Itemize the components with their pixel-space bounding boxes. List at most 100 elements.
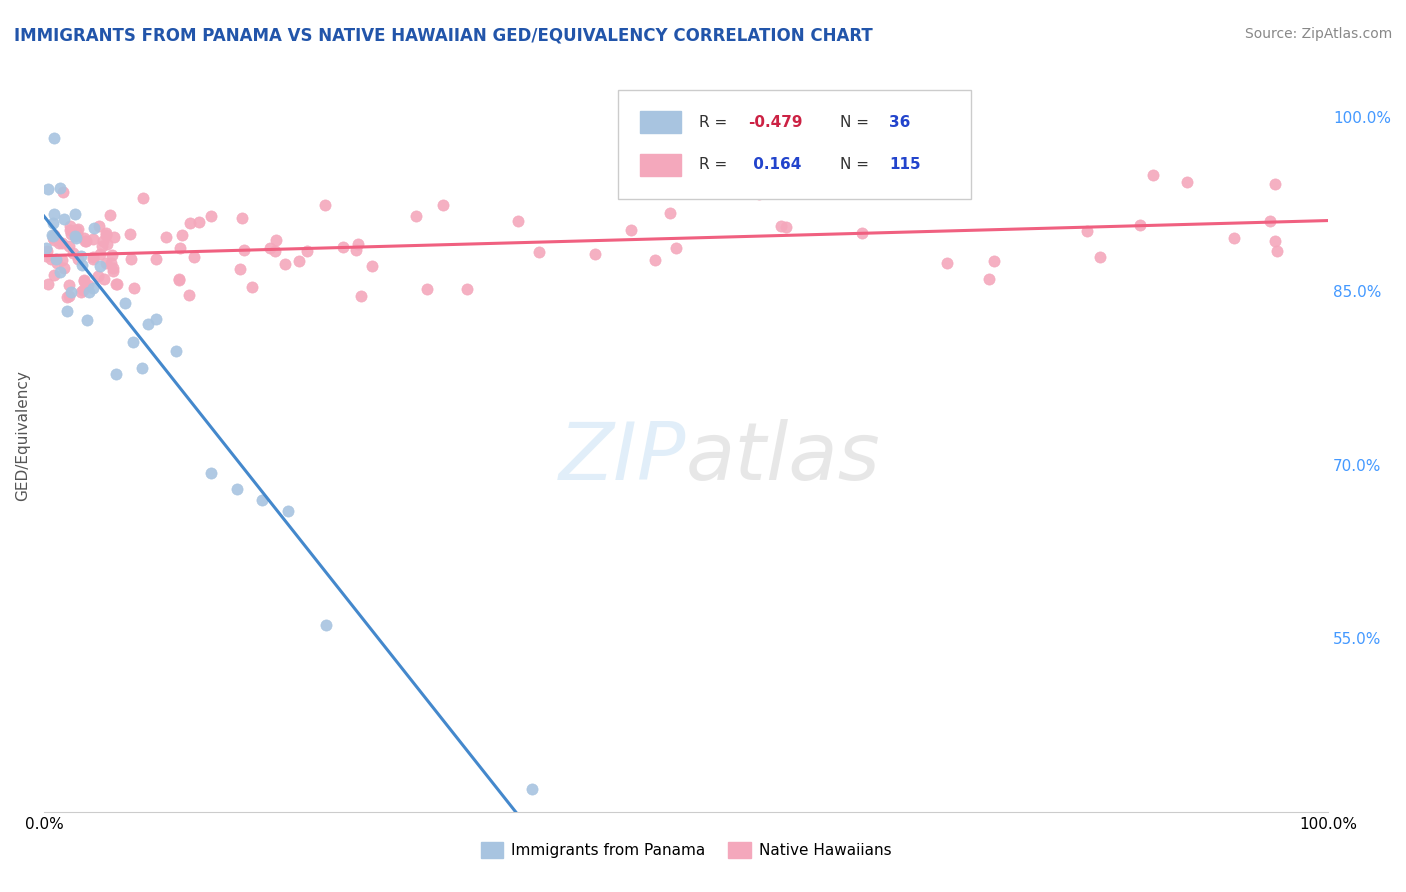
Point: [104, 367, 127, 381]
Point: [100, 208, 122, 222]
Point: [44, 233, 66, 247]
Point: [1264, 235, 1286, 249]
Point: [508, 214, 530, 228]
Point: [240, 280, 263, 294]
Point: [250, 492, 273, 507]
Point: [35, 244, 58, 259]
Point: [42, 229, 65, 244]
Bar: [640, 153, 681, 177]
Point: [51, 236, 73, 251]
Point: [264, 244, 287, 258]
Point: [405, 210, 427, 224]
Point: [136, 317, 159, 331]
Point: [96, 227, 118, 242]
Point: [82, 280, 104, 294]
Point: [232, 244, 254, 258]
Point: [145, 252, 167, 266]
Point: [58, 289, 80, 303]
Point: [1088, 250, 1111, 264]
Point: [91, 239, 114, 253]
Point: [527, 245, 550, 260]
Point: [59, 227, 82, 241]
Text: -0.479: -0.479: [748, 114, 803, 129]
Point: [350, 289, 373, 303]
Point: [73, 234, 96, 248]
Point: [70, 259, 93, 273]
Point: [225, 482, 247, 496]
Text: Source: ZipAtlas.com: Source: ZipAtlas.com: [1244, 27, 1392, 41]
Point: [96, 236, 118, 251]
Point: [44, 207, 66, 221]
Point: [42, 268, 65, 282]
Point: [748, 187, 770, 202]
Point: [200, 466, 222, 480]
Point: [66, 221, 89, 235]
Point: [65, 207, 87, 221]
Point: [48, 235, 70, 250]
Point: [58, 277, 80, 292]
Point: [229, 261, 252, 276]
Point: [583, 246, 606, 260]
Point: [69, 249, 91, 263]
Text: N =: N =: [841, 114, 875, 129]
Point: [200, 210, 222, 224]
Point: [101, 264, 124, 278]
Point: [56, 304, 79, 318]
Point: [41, 227, 63, 242]
Text: 0.164: 0.164: [748, 157, 801, 172]
Point: [82, 252, 104, 267]
Point: [46, 255, 69, 269]
Point: [51, 185, 73, 199]
Point: [120, 252, 142, 266]
Text: ZIP: ZIP: [558, 419, 686, 498]
Point: [165, 344, 187, 359]
Point: [1258, 214, 1281, 228]
Point: [101, 248, 124, 262]
Point: [63, 228, 86, 243]
Point: [35, 242, 58, 256]
Point: [103, 230, 125, 244]
Text: 36: 36: [889, 114, 910, 129]
Point: [344, 244, 367, 258]
Point: [169, 241, 191, 255]
Point: [89, 259, 111, 273]
Point: [851, 226, 873, 240]
Text: R =: R =: [699, 157, 733, 172]
Point: [101, 261, 124, 276]
Point: [118, 227, 141, 241]
Point: [145, 311, 167, 326]
Point: [56, 290, 79, 304]
Point: [769, 219, 792, 233]
Point: [82, 232, 104, 246]
Point: [104, 277, 127, 291]
Point: [42, 231, 65, 245]
Point: [72, 283, 94, 297]
Point: [37, 277, 59, 291]
Point: [277, 504, 299, 518]
Point: [70, 285, 93, 299]
Point: [89, 219, 111, 234]
Point: [82, 250, 104, 264]
Point: [179, 216, 201, 230]
Point: [73, 274, 96, 288]
Point: [314, 198, 336, 212]
Point: [259, 241, 281, 255]
Point: [44, 131, 66, 145]
FancyBboxPatch shape: [619, 90, 972, 199]
Point: [177, 288, 200, 302]
Point: [37, 182, 59, 196]
Point: [39, 252, 62, 267]
Point: [114, 295, 136, 310]
Y-axis label: GED/Equivalency: GED/Equivalency: [15, 370, 30, 501]
Point: [1264, 177, 1286, 191]
Point: [35, 249, 58, 263]
Point: [83, 220, 105, 235]
Point: [432, 198, 454, 212]
Bar: [640, 111, 681, 133]
Point: [87, 268, 110, 283]
Text: R =: R =: [699, 114, 733, 129]
Point: [169, 272, 191, 286]
Point: [73, 230, 96, 244]
Point: [983, 254, 1005, 268]
Point: [928, 175, 950, 189]
